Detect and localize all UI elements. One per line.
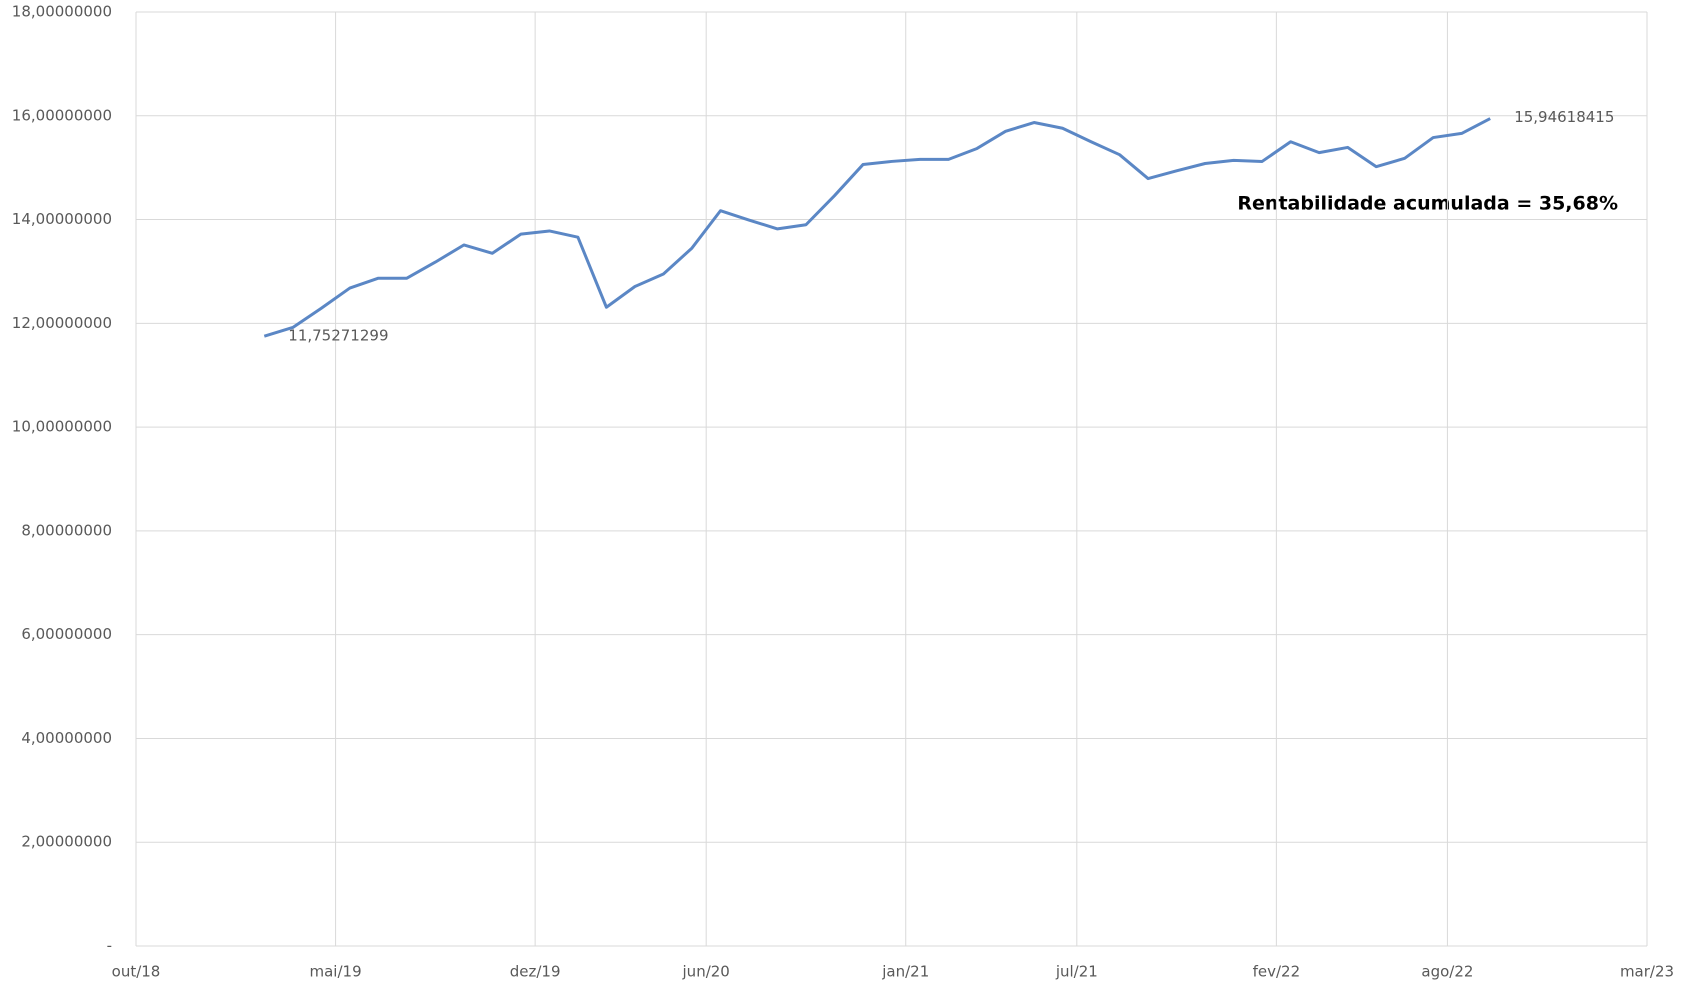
x-tick-label: mar/23 <box>1620 963 1674 981</box>
data-label: 15,94618415 <box>1514 108 1614 126</box>
x-tick-label: dez/19 <box>510 963 561 981</box>
x-tick-label: jan/21 <box>881 963 929 981</box>
y-tick-label: 8,00000000 <box>21 521 112 539</box>
y-tick-label: - <box>107 937 112 955</box>
y-tick-label: 16,00000000 <box>12 106 112 124</box>
x-tick-label: out/18 <box>112 963 161 981</box>
y-tick-label: 12,00000000 <box>12 314 112 332</box>
y-tick-label: 4,00000000 <box>21 729 112 747</box>
x-tick-label: jul/21 <box>1055 963 1098 981</box>
data-label: 11,75271299 <box>288 327 388 345</box>
x-tick-label: mai/19 <box>310 963 362 981</box>
y-tick-label: 14,00000000 <box>12 210 112 228</box>
x-tick-label: fev/22 <box>1253 963 1301 981</box>
y-tick-label: 6,00000000 <box>21 625 112 643</box>
y-tick-label: 18,00000000 <box>12 3 112 21</box>
x-tick-label: jun/20 <box>682 963 730 981</box>
data-line <box>263 117 1491 338</box>
y-tick-label: 2,00000000 <box>21 833 112 851</box>
annotation: Rentabilidade acumulada = 35,68% <box>1237 193 1618 215</box>
x-tick-label: ago/22 <box>1421 963 1473 981</box>
y-tick-label: 10,00000000 <box>12 418 112 436</box>
